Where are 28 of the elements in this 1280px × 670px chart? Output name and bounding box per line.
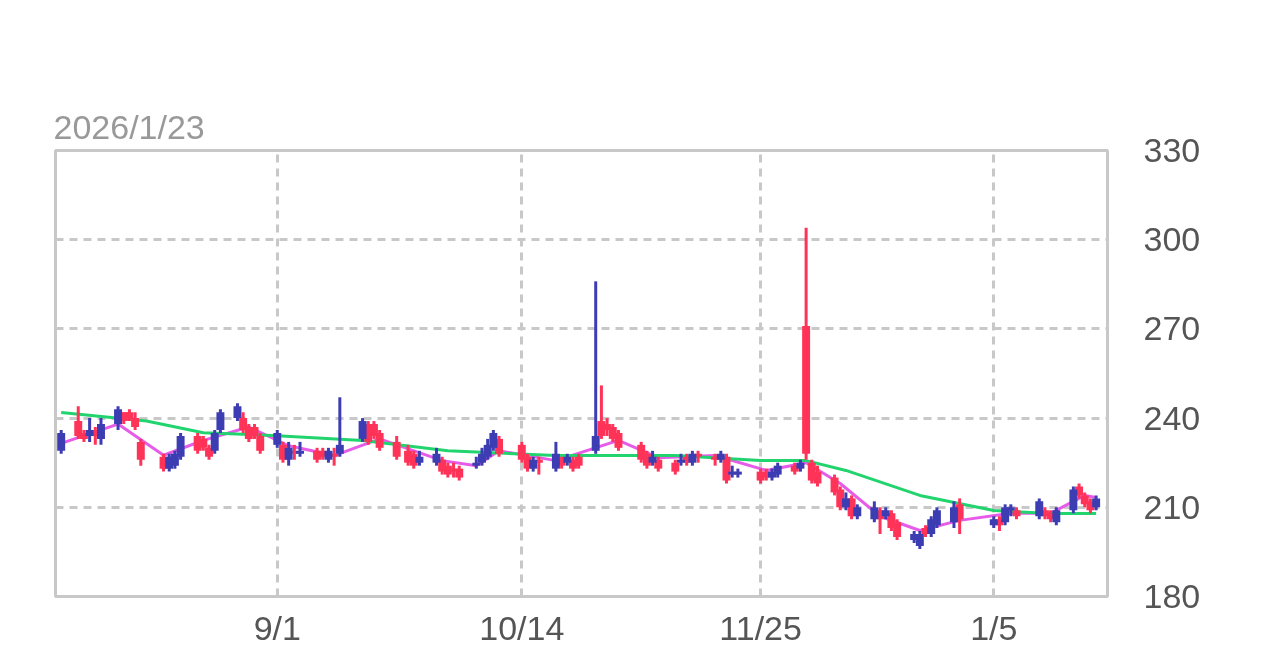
x-tick-label: 1/5	[970, 608, 1018, 647]
candlestick	[949, 501, 958, 529]
candlestick	[335, 397, 344, 457]
x-tick-label: 9/1	[253, 608, 301, 647]
candlestick	[1035, 498, 1044, 521]
candlestick	[114, 406, 123, 430]
y-tick-label: 330	[1143, 131, 1201, 169]
x-tick-label: 10/14	[479, 608, 565, 647]
candlestick	[870, 501, 879, 524]
candlestick	[284, 440, 293, 466]
candlestick	[85, 418, 94, 442]
candlestick	[358, 418, 367, 442]
y-tick-label: 240	[1143, 398, 1201, 437]
y-tick-label: 270	[1143, 309, 1201, 348]
x-tick-label: 11/25	[719, 608, 802, 647]
candlestick	[97, 418, 105, 445]
y-tick-label: 180	[1143, 577, 1201, 615]
candlestick	[136, 438, 145, 466]
y-tick-label: 300	[1143, 220, 1201, 259]
y-tick-label: 210	[1143, 487, 1201, 526]
chart-title: 2026/1/23	[53, 107, 205, 146]
candlestick	[551, 440, 560, 472]
candlestick	[210, 429, 219, 454]
candlestick	[392, 434, 401, 460]
candlestick	[57, 429, 66, 454]
candlestick	[216, 409, 225, 433]
candlestick	[591, 281, 600, 454]
candlestick	[1069, 486, 1078, 514]
